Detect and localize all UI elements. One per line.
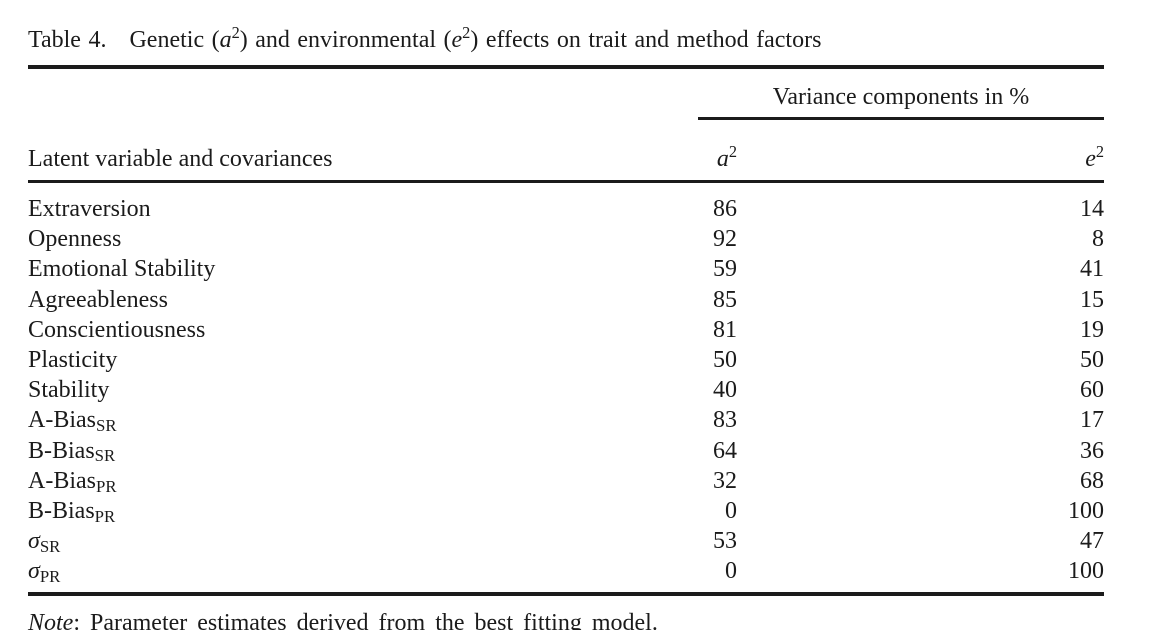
e2-value: 100 <box>1068 558 1104 585</box>
e2-value: 100 <box>1068 498 1104 525</box>
table-caption-number: Table 4. <box>28 27 107 53</box>
bottom-rule <box>28 592 1104 596</box>
row-label: B-BiasSR <box>28 437 116 466</box>
table-row: Agreeableness 85 15 <box>28 285 1104 315</box>
table-header-row: Latent variable and covariances a2 e2 <box>28 142 1104 173</box>
a2-value: 92 <box>713 226 737 253</box>
table-row: B-BiasSR 64 36 <box>28 436 1104 466</box>
row-label: Emotional Stability <box>28 256 216 283</box>
e2-value: 60 <box>1080 377 1104 404</box>
table-row: A-BiasSR 83 17 <box>28 405 1104 435</box>
stub-column-header: Latent variable and covariances <box>28 146 333 172</box>
table-caption-text: Genetic (a2) and environmental (e2) effe… <box>129 23 822 53</box>
e2-value: 19 <box>1080 316 1104 343</box>
note-label: Note <box>28 610 74 630</box>
e2-value: 41 <box>1080 256 1104 283</box>
table-row: Emotional Stability 59 41 <box>28 254 1104 284</box>
note-text: : Parameter estimates derived from the b… <box>73 610 658 630</box>
data-table: Extraversion 86 14 Openness 92 8 Emotional Sta… <box>28 194 1104 587</box>
genetic-symbol: a <box>219 27 232 53</box>
header-rule <box>28 180 1104 183</box>
row-label: Plasticity <box>28 347 118 374</box>
table-row: A-BiasPR 32 68 <box>28 466 1104 496</box>
row-label: A-BiasSR <box>28 407 117 436</box>
environmental-symbol: e <box>451 27 463 53</box>
table-row: Stability 40 60 <box>28 375 1104 405</box>
spanner-header: Variance components in % <box>772 84 1030 110</box>
row-label: σSR <box>28 528 61 556</box>
a2-value: 83 <box>713 407 737 434</box>
spanner-rule <box>698 117 1104 120</box>
a2-value: 59 <box>713 256 737 283</box>
e2-value: 68 <box>1080 467 1104 494</box>
a2-value: 85 <box>713 286 737 313</box>
row-label: Openness <box>28 226 122 253</box>
table-row: σPR 0 100 <box>28 556 1104 586</box>
table-row: Openness 92 8 <box>28 224 1104 254</box>
a2-value: 0 <box>725 558 737 585</box>
a2-value: 53 <box>713 528 737 555</box>
row-label: Extraversion <box>28 196 151 222</box>
row-label: A-BiasPR <box>28 467 117 496</box>
row-label: Agreeableness <box>28 286 168 313</box>
e2-value: 36 <box>1080 437 1104 464</box>
a2-value: 0 <box>725 498 737 525</box>
a2-value: 81 <box>713 316 737 343</box>
table-row: σSR 53 47 <box>28 526 1104 556</box>
a2-value: 86 <box>713 196 737 222</box>
e2-column-header: e2 <box>1085 142 1104 172</box>
row-label: Stability <box>28 377 110 404</box>
e2-value: 50 <box>1080 347 1104 374</box>
e2-value: 8 <box>1092 226 1104 253</box>
table-row: Extraversion 86 14 <box>28 194 1104 224</box>
a2-value: 32 <box>713 467 737 494</box>
row-label: σPR <box>28 558 61 587</box>
e2-value: 14 <box>1080 196 1104 222</box>
table-note: Note: Parameter estimates derived from t… <box>28 609 658 630</box>
a2-value: 40 <box>713 377 737 404</box>
table-row: Conscientiousness 81 19 <box>28 315 1104 345</box>
table-row: B-BiasPR 0 100 <box>28 496 1104 526</box>
e2-value: 15 <box>1080 286 1104 313</box>
a2-column-header: a2 <box>716 142 737 172</box>
a2-value: 64 <box>713 437 737 464</box>
a2-value: 50 <box>713 347 737 374</box>
table-caption: Table 4. Genetic (a2) and environmental (… <box>28 23 1118 55</box>
row-label: Conscientiousness <box>28 316 206 343</box>
e2-value: 17 <box>1080 407 1104 434</box>
top-rule <box>28 65 1104 69</box>
e2-value: 47 <box>1080 528 1104 555</box>
row-label: B-BiasPR <box>28 498 116 526</box>
table-row: Plasticity 50 50 <box>28 345 1104 375</box>
